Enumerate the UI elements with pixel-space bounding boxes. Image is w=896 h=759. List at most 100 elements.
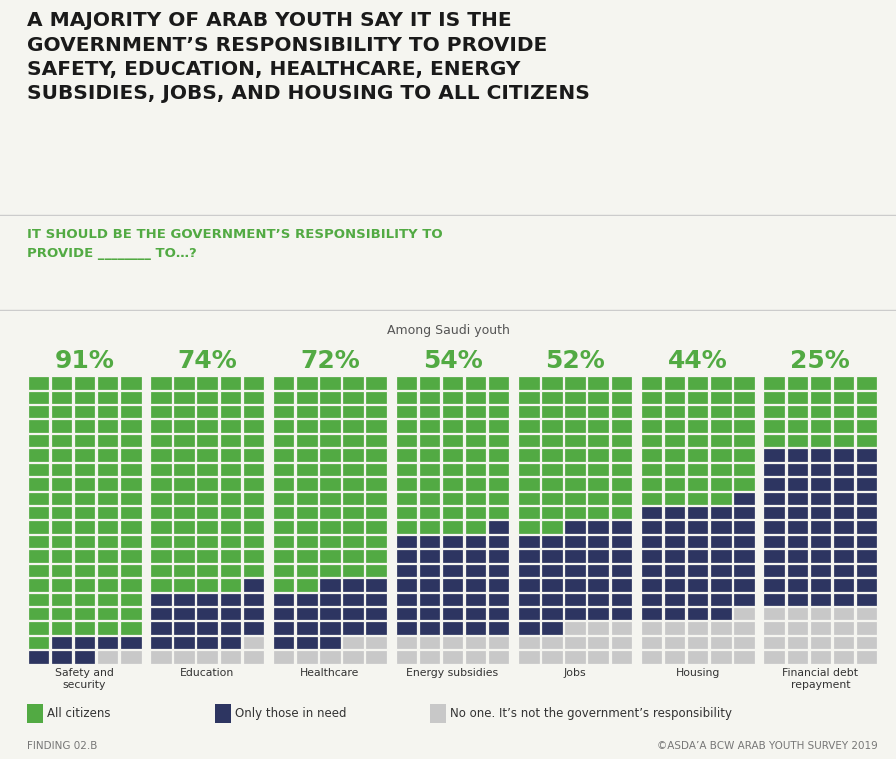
Bar xyxy=(564,420,586,433)
Bar xyxy=(641,463,662,476)
Bar xyxy=(395,492,417,505)
Bar xyxy=(220,636,241,649)
Bar xyxy=(687,564,709,577)
Bar xyxy=(296,420,317,433)
Bar xyxy=(395,593,417,606)
Bar xyxy=(174,506,194,519)
Bar xyxy=(174,636,194,649)
Bar xyxy=(610,578,632,591)
Bar xyxy=(588,622,609,635)
Bar xyxy=(856,535,877,548)
Bar xyxy=(442,550,463,562)
Bar xyxy=(763,420,785,433)
Bar xyxy=(664,564,685,577)
Bar xyxy=(832,564,854,577)
Bar xyxy=(856,506,877,519)
Bar xyxy=(564,521,586,534)
Bar xyxy=(664,506,685,519)
Text: 52%: 52% xyxy=(546,348,605,373)
Bar xyxy=(28,376,49,389)
Bar xyxy=(518,564,539,577)
Bar xyxy=(564,607,586,620)
Bar xyxy=(51,376,73,389)
Bar xyxy=(787,506,808,519)
Bar xyxy=(73,492,95,505)
Bar xyxy=(97,391,118,404)
Bar xyxy=(51,593,73,606)
Bar xyxy=(664,492,685,505)
Bar xyxy=(733,650,754,663)
Bar xyxy=(687,492,709,505)
Bar xyxy=(832,636,854,649)
Bar xyxy=(564,391,586,404)
Bar xyxy=(196,376,218,389)
Bar xyxy=(319,550,340,562)
Bar xyxy=(541,593,563,606)
Bar xyxy=(319,636,340,649)
Bar xyxy=(564,477,586,490)
Bar xyxy=(120,607,142,620)
Bar xyxy=(687,636,709,649)
Bar xyxy=(97,420,118,433)
Text: Healthcare: Healthcare xyxy=(300,668,359,678)
Bar xyxy=(641,622,662,635)
Bar xyxy=(174,434,194,447)
Bar xyxy=(610,391,632,404)
Bar xyxy=(418,405,440,418)
Bar xyxy=(664,607,685,620)
Bar xyxy=(151,405,172,418)
Bar xyxy=(73,376,95,389)
Bar xyxy=(711,521,731,534)
Text: Safety and
security: Safety and security xyxy=(56,668,114,689)
Bar xyxy=(73,420,95,433)
Bar xyxy=(711,420,731,433)
Bar xyxy=(687,434,709,447)
Bar xyxy=(518,636,539,649)
Bar xyxy=(733,420,754,433)
Bar xyxy=(395,449,417,461)
Bar xyxy=(151,636,172,649)
Bar xyxy=(687,607,709,620)
Bar xyxy=(273,376,295,389)
Bar xyxy=(28,391,49,404)
Bar xyxy=(28,405,49,418)
Bar xyxy=(220,535,241,548)
Bar xyxy=(73,521,95,534)
Bar xyxy=(196,578,218,591)
Bar xyxy=(273,521,295,534)
Bar xyxy=(610,607,632,620)
Bar xyxy=(711,376,731,389)
Bar xyxy=(151,535,172,548)
Bar xyxy=(28,535,49,548)
Bar xyxy=(174,477,194,490)
Bar xyxy=(97,636,118,649)
Bar xyxy=(641,506,662,519)
Bar xyxy=(763,434,785,447)
Bar xyxy=(610,434,632,447)
Bar xyxy=(541,607,563,620)
Bar xyxy=(641,550,662,562)
Bar xyxy=(664,593,685,606)
Bar xyxy=(296,622,317,635)
Text: Housing: Housing xyxy=(676,668,719,678)
Bar xyxy=(97,578,118,591)
Bar xyxy=(641,449,662,461)
Bar xyxy=(97,622,118,635)
Bar xyxy=(243,564,264,577)
Bar xyxy=(51,564,73,577)
Bar xyxy=(763,477,785,490)
Bar xyxy=(588,521,609,534)
Bar xyxy=(856,477,877,490)
Bar xyxy=(442,434,463,447)
Bar xyxy=(610,376,632,389)
Bar xyxy=(465,607,487,620)
Bar xyxy=(120,449,142,461)
Bar xyxy=(541,535,563,548)
Bar xyxy=(319,405,340,418)
Bar xyxy=(120,405,142,418)
Bar xyxy=(641,420,662,433)
Bar xyxy=(395,550,417,562)
Bar xyxy=(273,564,295,577)
Bar xyxy=(418,636,440,649)
Bar xyxy=(465,376,487,389)
